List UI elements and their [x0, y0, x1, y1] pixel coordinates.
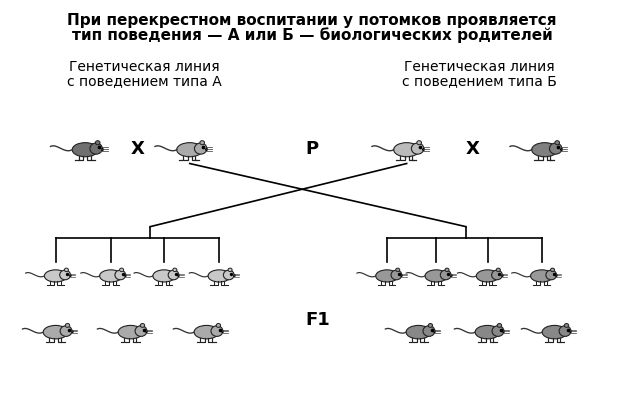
Ellipse shape	[120, 268, 124, 272]
Ellipse shape	[100, 270, 122, 282]
Ellipse shape	[216, 324, 221, 328]
Ellipse shape	[530, 270, 553, 282]
Ellipse shape	[550, 268, 555, 272]
Text: Генетическая линия: Генетическая линия	[404, 60, 555, 74]
Ellipse shape	[200, 141, 205, 145]
Ellipse shape	[394, 143, 420, 157]
Ellipse shape	[153, 270, 175, 282]
Text: с поведением типа Б: с поведением типа Б	[402, 74, 557, 87]
Ellipse shape	[542, 326, 567, 339]
Ellipse shape	[476, 270, 499, 282]
Ellipse shape	[417, 141, 421, 145]
Text: Х: Х	[466, 140, 480, 157]
Ellipse shape	[564, 324, 568, 328]
Ellipse shape	[72, 143, 98, 157]
Ellipse shape	[555, 141, 560, 145]
Ellipse shape	[559, 326, 571, 336]
Ellipse shape	[168, 270, 179, 280]
Ellipse shape	[60, 326, 72, 336]
Ellipse shape	[66, 324, 70, 328]
Ellipse shape	[208, 270, 230, 282]
Ellipse shape	[140, 324, 145, 328]
Ellipse shape	[411, 144, 424, 155]
Ellipse shape	[195, 144, 207, 155]
Ellipse shape	[60, 270, 71, 280]
Text: Х: Х	[130, 140, 144, 157]
Ellipse shape	[496, 268, 500, 272]
Ellipse shape	[376, 270, 398, 282]
Ellipse shape	[173, 268, 177, 272]
Ellipse shape	[95, 141, 100, 145]
Ellipse shape	[194, 326, 219, 339]
Ellipse shape	[497, 324, 502, 328]
Ellipse shape	[177, 143, 203, 157]
Ellipse shape	[228, 268, 232, 272]
Ellipse shape	[44, 270, 67, 282]
Ellipse shape	[43, 326, 68, 339]
Ellipse shape	[550, 144, 562, 155]
Text: тип поведения — А или Б — биологических родителей: тип поведения — А или Б — биологических …	[72, 27, 552, 43]
Ellipse shape	[396, 268, 400, 272]
Ellipse shape	[391, 270, 402, 280]
Ellipse shape	[546, 270, 557, 280]
Ellipse shape	[532, 143, 558, 157]
Ellipse shape	[492, 326, 504, 336]
Ellipse shape	[115, 270, 125, 280]
Text: с поведением типа А: с поведением типа А	[67, 74, 222, 87]
Text: При перекрестном воспитании у потомков проявляется: При перекрестном воспитании у потомков п…	[67, 12, 557, 28]
Ellipse shape	[441, 270, 451, 280]
Text: F1: F1	[306, 310, 330, 328]
Ellipse shape	[135, 326, 147, 336]
Ellipse shape	[211, 326, 223, 336]
Ellipse shape	[445, 268, 449, 272]
Text: Генетическая линия: Генетическая линия	[69, 60, 220, 74]
Ellipse shape	[90, 144, 102, 155]
Ellipse shape	[475, 326, 500, 339]
Ellipse shape	[406, 326, 431, 339]
Ellipse shape	[428, 324, 432, 328]
Ellipse shape	[223, 270, 234, 280]
Text: Р: Р	[305, 140, 319, 157]
Ellipse shape	[423, 326, 435, 336]
Ellipse shape	[64, 268, 69, 272]
Ellipse shape	[425, 270, 447, 282]
Ellipse shape	[118, 326, 143, 339]
Ellipse shape	[492, 270, 502, 280]
